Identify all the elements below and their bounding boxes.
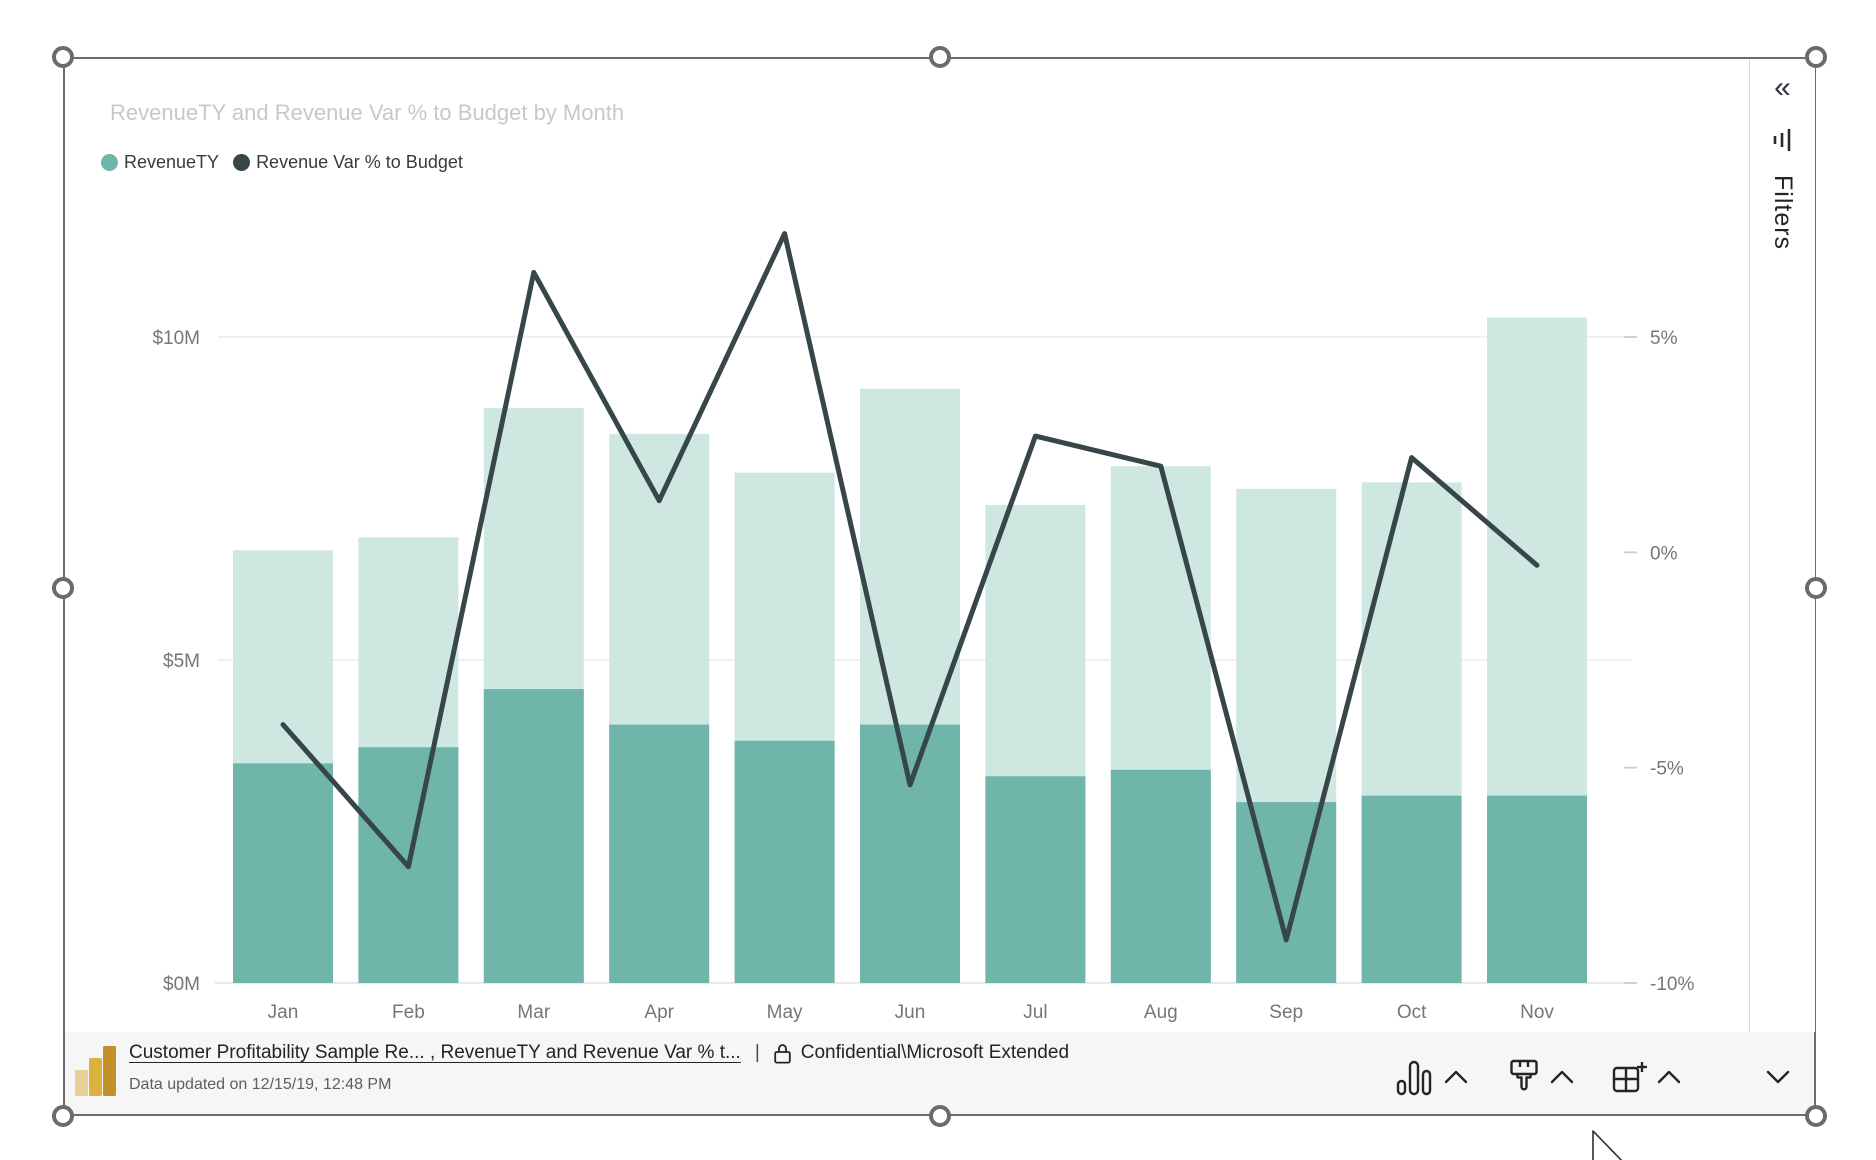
column-chart-icon[interactable] <box>1396 1060 1434 1096</box>
legend-item-revenue-var[interactable]: Revenue Var % to Budget <box>233 152 463 173</box>
sensitivity-label: Confidential\Microsoft Extended <box>800 1042 1070 1063</box>
y-axis-left-label: $0M <box>163 974 200 995</box>
bar-highlight-Oct[interactable] <box>1361 795 1462 983</box>
lock-icon <box>774 1043 791 1064</box>
selection-handle-mid-left[interactable] <box>52 577 74 599</box>
y-axis-right-label: 0% <box>1650 543 1678 564</box>
legend-dot-revenuety <box>101 154 118 171</box>
power-bi-logo-icon <box>75 1046 116 1096</box>
legend-label: Revenue Var % to Budget <box>256 152 463 172</box>
selection-handle-top-left[interactable] <box>52 46 74 68</box>
selection-handle-top-right[interactable] <box>1805 46 1827 68</box>
filter-icon[interactable] <box>1771 127 1795 153</box>
filters-pane-collapsed: « Filters <box>1749 59 1815 1032</box>
legend-dot-revenue-var <box>233 154 251 171</box>
chevron-up-icon[interactable] <box>1657 1070 1681 1084</box>
x-axis-label-May: May <box>767 1002 803 1023</box>
x-axis-label-Oct: Oct <box>1397 1002 1427 1023</box>
x-axis-label-Jan: Jan <box>268 1002 299 1023</box>
x-axis-label-Sep: Sep <box>1269 1002 1303 1023</box>
chevron-down-icon[interactable] <box>1766 1070 1790 1084</box>
x-axis-label-Apr: Apr <box>644 1002 674 1023</box>
chevron-up-icon[interactable] <box>1550 1070 1574 1084</box>
selection-handle-bottom-right[interactable] <box>1805 1105 1827 1127</box>
y-axis-left-label: $5M <box>163 651 200 672</box>
expand-pane-icon[interactable]: « <box>1774 71 1791 104</box>
filters-pane-label[interactable]: Filters <box>1769 175 1797 251</box>
x-axis-label-Jul: Jul <box>1023 1002 1047 1023</box>
bar-highlight-Jan[interactable] <box>233 763 333 983</box>
bar-highlight-Apr[interactable] <box>609 724 710 983</box>
chevron-up-icon[interactable] <box>1444 1070 1468 1084</box>
x-axis-label-Feb: Feb <box>392 1002 425 1023</box>
y-axis-left-label: $10M <box>152 328 200 349</box>
y-axis-right-label: -10% <box>1650 974 1694 995</box>
footer-separator: | <box>754 1042 760 1063</box>
format-paint-icon[interactable] <box>1509 1059 1539 1097</box>
y-axis-right-label: -5% <box>1650 759 1684 780</box>
bar-highlight-Jul[interactable] <box>985 776 1086 983</box>
add-field-icon[interactable] <box>1612 1060 1648 1094</box>
visual-title: RevenueTY and Revenue Var % to Budget by… <box>110 100 625 125</box>
bar-highlight-Mar[interactable] <box>483 689 584 983</box>
bar-highlight-Sep[interactable] <box>1236 802 1337 983</box>
footer-title-row: Customer Profitability Sample Re... , Re… <box>129 1042 1069 1064</box>
data-updated-text: Data updated on 12/15/19, 12:48 PM <box>129 1076 392 1093</box>
y-axis-right-label: 5% <box>1650 328 1678 349</box>
selection-handle-top-center[interactable] <box>929 46 951 68</box>
legend-label: RevenueTY <box>124 152 220 172</box>
selection-handle-bottom-center[interactable] <box>929 1105 951 1127</box>
x-axis-label-Nov: Nov <box>1520 1002 1554 1023</box>
legend: RevenueTY Revenue Var % to Budget <box>101 152 463 173</box>
x-axis-label-Jun: Jun <box>895 1002 926 1023</box>
legend-item-revenuety[interactable]: RevenueTY <box>101 152 219 173</box>
mouse-cursor <box>1592 1130 1623 1160</box>
revenue-var-line[interactable] <box>280 231 1540 943</box>
x-axis-label-Aug: Aug <box>1144 1002 1178 1023</box>
bar-highlight-May[interactable] <box>734 740 835 983</box>
selection-handle-bottom-left[interactable] <box>52 1105 74 1127</box>
selection-handle-mid-right[interactable] <box>1805 577 1827 599</box>
bar-highlight-Jun[interactable] <box>860 724 960 983</box>
x-axis-label-Mar: Mar <box>517 1002 550 1023</box>
report-breadcrumb-link[interactable]: Customer Profitability Sample Re... , Re… <box>129 1042 741 1063</box>
bar-highlight-Aug[interactable] <box>1110 769 1211 983</box>
bar-highlight-Nov[interactable] <box>1487 795 1587 983</box>
